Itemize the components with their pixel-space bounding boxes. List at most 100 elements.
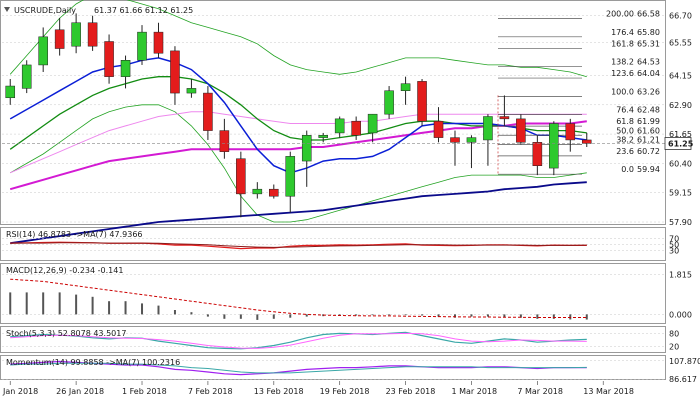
rsi-title: RSI(14) 46.8783 ->MA(7) 47.9366 <box>6 230 143 239</box>
candle-body <box>269 188 279 197</box>
x-tick-label: 1 Feb 2018 <box>122 387 167 396</box>
fib-level-value: 65.80 <box>637 28 660 37</box>
candle-body <box>301 135 312 162</box>
x-tick-label: 13 Feb 2018 <box>254 387 304 396</box>
x-tick-label: 7 Feb 2018 <box>188 387 233 396</box>
candle-body <box>285 156 296 197</box>
collapse-arrow-icon[interactable] <box>4 7 10 12</box>
fib-level-value: 59.94 <box>637 165 660 174</box>
candle-body <box>170 50 180 94</box>
y-tick-label: 65.55 <box>669 39 692 48</box>
macd-bar <box>453 314 456 318</box>
macd-bar <box>355 314 358 316</box>
x-axis: 22 Jan 2018 26 Jan 2018 1 Feb 2018 7 Feb 20… <box>0 381 634 396</box>
macd-title: MACD(12,26,9) -0.234 -0.141 <box>6 266 123 275</box>
fib-level-label: 200.00 <box>606 10 634 19</box>
candle-body <box>104 41 114 77</box>
y-tick-label: 107.870 <box>669 357 700 366</box>
fib-level-label: 138.2 <box>611 58 634 67</box>
main-price-chart: 66.70 65.55 64.15 62.90 61.65 60.40 59.15 57.90… <box>2 0 694 244</box>
y-tick-label: 70 <box>669 235 679 244</box>
candle-body <box>87 22 98 47</box>
ema-200-line <box>10 181 587 244</box>
momentum-panel-frame <box>0 355 666 380</box>
macd-bar <box>256 314 259 320</box>
candle-body <box>400 83 411 91</box>
macd-panel-frame <box>0 263 666 324</box>
fib-level-value: 62.48 <box>637 106 660 115</box>
macd-bar <box>305 314 308 317</box>
macd-bar <box>75 294 78 315</box>
macd-bar <box>371 314 374 316</box>
macd-bar <box>124 301 127 315</box>
macd-bar <box>9 292 12 315</box>
candle-body <box>21 64 32 89</box>
candle-body <box>367 113 378 134</box>
candle-body <box>203 92 213 131</box>
candle-body <box>71 22 81 47</box>
candle-body <box>466 137 477 143</box>
fib-level-label: 61.8 <box>616 117 634 126</box>
candle-body <box>153 31 164 54</box>
y-tick-label: 30 <box>669 246 679 255</box>
stoch-line-0 <box>10 331 587 350</box>
macd-signal-line <box>10 278 587 318</box>
current-price-label: 61.25 <box>668 139 694 148</box>
momentum-line-0 <box>10 360 587 376</box>
macd-bar <box>585 314 588 320</box>
fib-level-value: 61.60 <box>637 126 660 135</box>
candle-body <box>433 120 444 138</box>
stoch-chart: 80 20 <box>2 329 679 352</box>
macd-bar <box>108 301 111 315</box>
candle-body <box>384 90 394 115</box>
momentum-title: Momentum(14) 99.8858 ->MA(7) 100.2316 <box>6 358 180 367</box>
candle-body <box>236 158 246 195</box>
bollinger-lower-line <box>10 104 587 223</box>
y-tick-label: 1.815 <box>669 270 692 279</box>
stoch-panel-frame <box>0 326 666 353</box>
y-tick-label: 0.000 <box>669 310 692 319</box>
candle-body <box>334 118 345 134</box>
x-tick-label: 19 Feb 2018 <box>320 387 370 396</box>
y-tick-label: 66.70 <box>669 12 692 21</box>
fib-level-value: 64.53 <box>637 58 660 67</box>
candle-body <box>450 137 460 143</box>
fib-level-label: 123.6 <box>611 69 634 78</box>
x-tick-label: 26 Jan 2018 <box>56 387 104 396</box>
y-tick-label: 61.65 <box>669 130 692 139</box>
macd-bar <box>519 314 522 318</box>
main-panel-frame <box>0 0 666 225</box>
fib-level-label: 76.4 <box>616 106 634 115</box>
macd-bar <box>421 314 424 316</box>
candle-body <box>186 88 197 94</box>
macd-bar <box>470 314 473 317</box>
candle-body <box>54 29 65 49</box>
candle-body <box>219 130 230 152</box>
ema-long-upper-line <box>10 111 587 174</box>
y-tick-label: 57.90 <box>669 218 692 227</box>
y-tick-label: 50 <box>669 241 679 250</box>
macd-bar <box>141 303 144 315</box>
fib-level-label: 0.0 <box>621 165 634 174</box>
macd-bar <box>503 314 506 318</box>
macd-chart: 1.815 0.000 <box>2 270 692 320</box>
stoch-line-1 <box>10 332 587 349</box>
macd-bar <box>206 314 209 317</box>
x-tick-label: 23 Feb 2018 <box>386 387 436 396</box>
ema-mid-line <box>9 76 587 150</box>
x-tick-label: 1 Mar 2018 <box>451 387 497 396</box>
macd-bar <box>190 312 193 315</box>
candle-body <box>565 123 576 141</box>
candle-body <box>549 123 559 169</box>
candle-body <box>120 60 131 77</box>
x-tick-label: 13 Mar 2018 <box>583 387 634 396</box>
y-tick-label: 80 <box>669 329 679 338</box>
fib-level-value: 66.58 <box>637 10 660 19</box>
rsi-panel-frame <box>0 227 666 261</box>
macd-bar <box>42 292 45 315</box>
macd-bar <box>289 314 292 318</box>
macd-bar <box>569 314 572 320</box>
macd-bar <box>536 314 539 319</box>
fib-level-value: 65.31 <box>637 39 660 48</box>
y-tick-label: 62.90 <box>669 101 692 110</box>
